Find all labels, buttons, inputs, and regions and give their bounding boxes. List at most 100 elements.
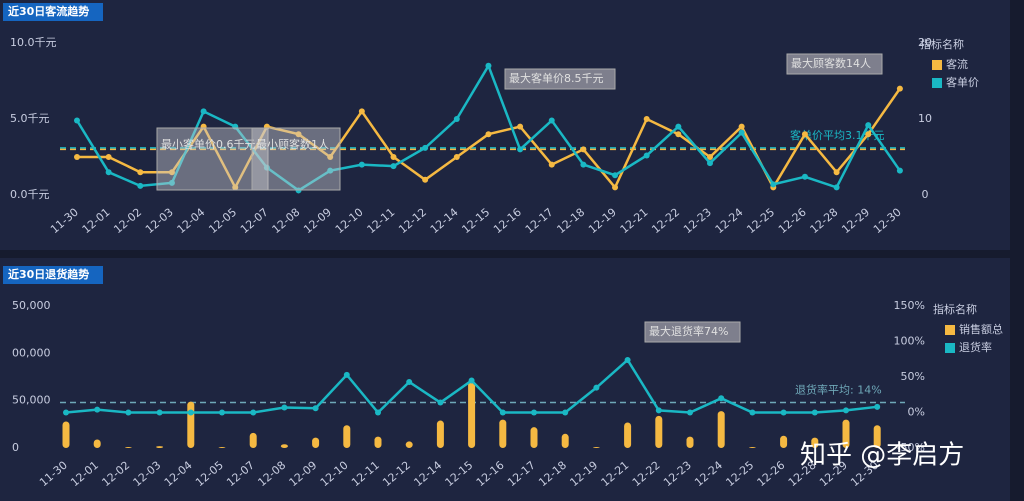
- point: [548, 117, 555, 124]
- legend-title: 指标名称: [933, 302, 977, 316]
- point: [74, 117, 80, 124]
- point: [187, 409, 194, 416]
- point: [281, 404, 288, 411]
- point: [390, 154, 397, 160]
- point: [643, 116, 650, 122]
- point: [250, 409, 257, 416]
- point: [390, 163, 397, 170]
- legend-label: 客单价: [946, 75, 979, 89]
- point: [105, 154, 112, 160]
- annotation-box: [251, 127, 341, 191]
- legend-swatch: [932, 78, 942, 88]
- bar: [592, 447, 600, 448]
- point: [358, 108, 365, 115]
- point: [843, 407, 849, 414]
- point: [874, 403, 881, 410]
- point: [624, 356, 631, 363]
- bar: [624, 422, 632, 448]
- bar: [405, 441, 413, 448]
- point: [675, 123, 682, 130]
- point: [865, 131, 872, 138]
- point: [468, 377, 475, 384]
- bar: [748, 447, 756, 448]
- bar: [280, 444, 288, 448]
- y2-tick-label: 20: [918, 36, 932, 49]
- bar: [156, 446, 164, 448]
- point: [358, 161, 365, 168]
- chart-title: 近30日客流趋势: [8, 4, 89, 18]
- y2-tick-label: 10: [918, 112, 932, 125]
- y-tick-label: 5.0千元: [10, 112, 50, 125]
- bar: [717, 411, 725, 448]
- point: [687, 409, 693, 416]
- point: [125, 409, 132, 416]
- point: [770, 181, 777, 188]
- y2-tick-label: 150%: [894, 299, 925, 312]
- point: [422, 144, 429, 151]
- title-badge: [3, 3, 103, 21]
- y2-tick-label: 0%: [908, 406, 925, 419]
- bar: [187, 401, 195, 448]
- legend-label: 退货率: [959, 340, 992, 354]
- point: [74, 154, 80, 160]
- point: [156, 409, 163, 416]
- bar: [374, 436, 382, 448]
- point: [580, 161, 587, 168]
- point: [612, 172, 619, 179]
- bar: [842, 419, 850, 448]
- annotation: 最小客单价0.6千元: [161, 137, 256, 151]
- legend-swatch: [932, 60, 942, 70]
- point: [327, 154, 334, 160]
- bar: [343, 425, 351, 448]
- legend-swatch: [945, 325, 955, 335]
- bar: [530, 427, 538, 448]
- average-label: 退货率平均: 14%: [795, 383, 882, 397]
- point: [738, 129, 745, 136]
- annotation: 最大客单价8.5千元: [509, 71, 604, 85]
- point: [137, 182, 144, 189]
- y2-tick-label: -50%: [897, 441, 925, 454]
- annotation: 最大顾客数14人: [791, 56, 871, 70]
- point: [675, 131, 682, 138]
- y-tick-label: 0.0千元: [10, 188, 50, 201]
- point: [105, 169, 112, 176]
- point: [738, 123, 745, 130]
- point: [219, 409, 225, 416]
- annotation-box: [156, 127, 269, 191]
- point: [865, 122, 872, 129]
- legend-swatch: [945, 343, 955, 353]
- point: [327, 167, 334, 174]
- point: [94, 406, 101, 413]
- point: [833, 169, 840, 176]
- point: [485, 62, 492, 69]
- point: [406, 378, 413, 385]
- point: [63, 409, 69, 416]
- bar: [780, 435, 788, 448]
- point: [499, 409, 506, 416]
- bar: [249, 432, 257, 448]
- y2-tick-label: 0: [922, 188, 929, 201]
- point: [655, 407, 662, 414]
- point: [200, 108, 207, 115]
- point: [707, 154, 713, 160]
- point: [833, 184, 840, 191]
- bar: [312, 437, 320, 448]
- point: [312, 405, 319, 412]
- annotation: 最小顾客数1人: [256, 137, 329, 151]
- point: [422, 176, 429, 183]
- point: [593, 384, 600, 391]
- point: [562, 409, 569, 416]
- legend-label: 客流: [946, 57, 968, 71]
- y-tick-label: 10.0千元: [10, 36, 57, 49]
- point: [517, 146, 524, 153]
- point: [749, 409, 756, 416]
- y-tick-label: 0: [12, 441, 19, 454]
- annotation-box: [786, 53, 883, 75]
- watermark: 知乎 @李启方: [800, 441, 964, 471]
- point: [896, 85, 903, 92]
- chart-title: 近30日退货趋势: [8, 267, 89, 281]
- bar: [811, 437, 819, 448]
- point: [643, 152, 650, 159]
- bar: [873, 425, 881, 448]
